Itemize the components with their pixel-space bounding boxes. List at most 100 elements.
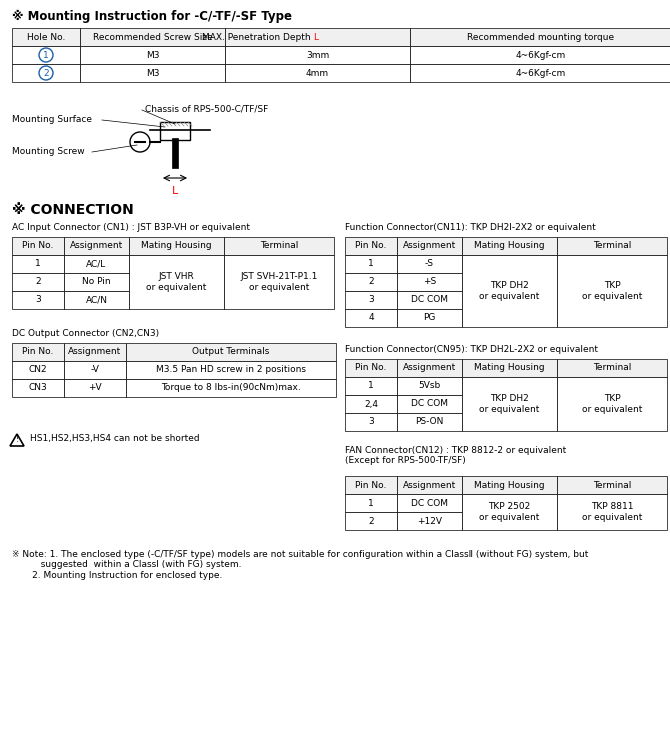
Text: TKP
or equivalent: TKP or equivalent <box>582 394 642 414</box>
Bar <box>64 255 129 273</box>
Bar <box>345 359 397 377</box>
Bar <box>12 255 64 273</box>
Bar <box>345 309 397 327</box>
Bar <box>12 28 80 46</box>
Text: 1: 1 <box>35 260 41 269</box>
Circle shape <box>130 132 150 152</box>
Bar <box>345 377 397 395</box>
Bar <box>397 273 462 291</box>
Text: PS-ON: PS-ON <box>415 417 444 426</box>
Text: +S: +S <box>423 278 436 286</box>
Bar <box>462 494 557 530</box>
Text: Pin No.: Pin No. <box>355 363 387 372</box>
Bar <box>126 343 336 361</box>
Bar <box>345 512 397 530</box>
Text: AC/L: AC/L <box>86 260 107 269</box>
Text: 4mm: 4mm <box>306 69 329 78</box>
Bar <box>397 291 462 309</box>
Bar <box>129 237 224 255</box>
Text: Mating Housing: Mating Housing <box>474 363 545 372</box>
Bar <box>397 494 462 512</box>
Text: 3: 3 <box>35 295 41 304</box>
Text: Mating Housing: Mating Housing <box>474 480 545 489</box>
Bar <box>345 273 397 291</box>
Text: CN2: CN2 <box>29 366 48 374</box>
Text: M3.5 Pan HD screw in 2 positions: M3.5 Pan HD screw in 2 positions <box>156 366 306 374</box>
Bar <box>160 122 190 140</box>
Text: 1: 1 <box>368 382 374 391</box>
Text: 3mm: 3mm <box>306 50 329 59</box>
Text: Recommended mounting torque: Recommended mounting torque <box>468 33 614 41</box>
Text: 3: 3 <box>368 295 374 304</box>
Bar <box>12 46 80 64</box>
Text: Assignment: Assignment <box>68 348 122 357</box>
Bar <box>224 255 334 309</box>
Text: L: L <box>314 33 318 41</box>
Text: HS1,HS2,HS3,HS4 can not be shorted: HS1,HS2,HS3,HS4 can not be shorted <box>30 434 200 443</box>
Text: M3: M3 <box>146 69 159 78</box>
Bar <box>12 273 64 291</box>
Text: JST VHR
or equivalent: JST VHR or equivalent <box>146 272 206 292</box>
Text: Mating Housing: Mating Housing <box>141 241 212 251</box>
Text: 2,4: 2,4 <box>364 400 378 408</box>
Bar <box>410 28 670 46</box>
Text: ※ Note: 1. The enclosed type (-C/TF/SF type) models are not suitable for configu: ※ Note: 1. The enclosed type (-C/TF/SF t… <box>12 550 588 580</box>
Bar <box>397 377 462 395</box>
Text: Mounting Surface: Mounting Surface <box>12 115 92 124</box>
Text: Pin No.: Pin No. <box>22 241 54 251</box>
Text: 4: 4 <box>369 314 374 323</box>
Text: 2: 2 <box>369 517 374 525</box>
Text: 1: 1 <box>43 50 49 59</box>
Text: DC COM: DC COM <box>411 499 448 508</box>
Bar <box>64 273 129 291</box>
Bar <box>462 377 557 431</box>
Bar <box>345 255 397 273</box>
Text: Torque to 8 lbs-in(90cNm)max.: Torque to 8 lbs-in(90cNm)max. <box>161 383 301 392</box>
Text: Pin No.: Pin No. <box>22 348 54 357</box>
Bar <box>397 255 462 273</box>
Bar <box>557 377 667 431</box>
Text: 4~6Kgf-cm: 4~6Kgf-cm <box>516 69 566 78</box>
Text: Mating Housing: Mating Housing <box>474 241 545 251</box>
Bar <box>557 476 667 494</box>
Text: Assignment: Assignment <box>403 480 456 489</box>
Bar <box>462 255 557 327</box>
Bar <box>462 476 557 494</box>
Text: Function Connector(CN95): TKP DH2L-2X2 or equivalent: Function Connector(CN95): TKP DH2L-2X2 o… <box>345 345 598 354</box>
Text: PG: PG <box>423 314 436 323</box>
Bar <box>397 512 462 530</box>
Text: TKP
or equivalent: TKP or equivalent <box>582 281 642 300</box>
Text: Terminal: Terminal <box>593 363 631 372</box>
Text: Assignment: Assignment <box>403 241 456 251</box>
Text: AC Input Connector (CN1) : JST B3P-VH or equivalent: AC Input Connector (CN1) : JST B3P-VH or… <box>12 223 250 232</box>
Text: L: L <box>172 186 178 196</box>
Bar <box>80 46 225 64</box>
Text: -V: -V <box>90 366 99 374</box>
Bar <box>64 237 129 255</box>
Text: 1: 1 <box>368 499 374 508</box>
Bar <box>410 64 670 82</box>
Bar <box>397 309 462 327</box>
Bar <box>64 291 129 309</box>
Bar <box>397 476 462 494</box>
Bar <box>225 28 410 46</box>
Text: Assignment: Assignment <box>403 363 456 372</box>
Bar <box>12 361 64 379</box>
Bar <box>397 237 462 255</box>
Bar <box>64 343 126 361</box>
Text: !: ! <box>15 436 19 445</box>
Text: 4~6Kgf-cm: 4~6Kgf-cm <box>516 50 566 59</box>
Text: Output Terminals: Output Terminals <box>192 348 270 357</box>
Bar <box>557 237 667 255</box>
Text: 2: 2 <box>36 278 41 286</box>
Bar <box>557 255 667 327</box>
Text: CN3: CN3 <box>29 383 48 392</box>
Bar <box>410 46 670 64</box>
Bar <box>397 359 462 377</box>
Bar <box>397 395 462 413</box>
Text: ※ CONNECTION: ※ CONNECTION <box>12 203 134 217</box>
Text: Pin No.: Pin No. <box>355 241 387 251</box>
Text: 5Vsb: 5Vsb <box>418 382 441 391</box>
Text: Assignment: Assignment <box>70 241 123 251</box>
Bar <box>345 291 397 309</box>
